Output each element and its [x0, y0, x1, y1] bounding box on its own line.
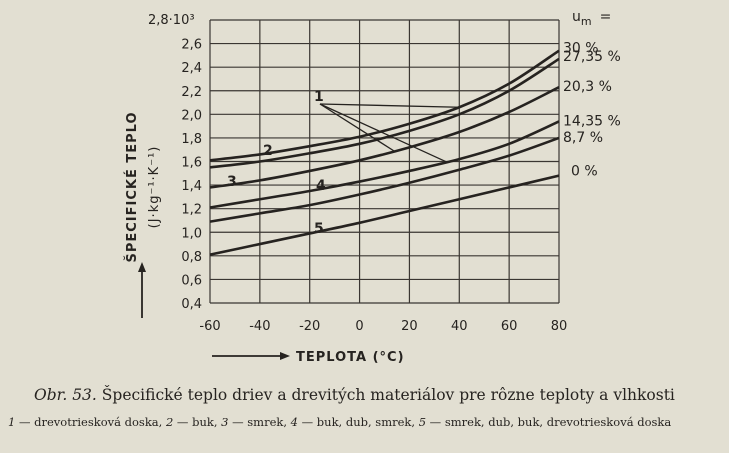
- legend-num-4: 4: [290, 415, 298, 429]
- series-layer: [209, 49, 560, 256]
- legend-title-main: u: [572, 9, 581, 25]
- legend-num-5: 5: [418, 415, 427, 429]
- y-label-arrowhead: [138, 262, 146, 272]
- annotation-5: 5: [314, 221, 324, 237]
- grid: [209, 19, 560, 304]
- series-line-5: [209, 174, 560, 256]
- x-tick-label: -60: [199, 319, 220, 334]
- x-tick-label: 80: [551, 319, 568, 334]
- y-tick-label: 1,8: [181, 132, 202, 147]
- legend-title: um =: [572, 9, 611, 28]
- x-tick-label: 0: [355, 319, 363, 334]
- legend-title-sub: m: [581, 15, 592, 28]
- y-tick-label: 0,4: [181, 297, 202, 312]
- y-axis-label: ŠPECIFICKÉ TEPLO (J·kg⁻¹·K⁻¹): [124, 111, 162, 262]
- series-line-3: [209, 120, 560, 209]
- annotation-3: 3: [227, 174, 237, 190]
- y-tick-label: 2,6: [181, 38, 202, 53]
- series-label-5: 0 %: [571, 164, 598, 180]
- series-line-1: [209, 57, 560, 169]
- legend-num-2: 2: [165, 415, 174, 429]
- series-label-0: 30 %: [563, 41, 599, 57]
- annotation-leaders: [319, 103, 460, 163]
- y-multiplier: 2,8·10³: [148, 13, 195, 28]
- y-tick-label: 1,0: [181, 226, 202, 241]
- x-tick-label: 40: [451, 319, 468, 334]
- series-label-4: 8,7 %: [563, 130, 603, 146]
- annotation-leader-1: [319, 103, 395, 152]
- figure-caption: Obr. 53. Špecifické teplo driev a drevit…: [34, 386, 724, 404]
- caption-text: Špecifické teplo driev a drevitých mater…: [101, 386, 675, 404]
- x-ticks: -60 -40 -20 0 20 40 60 80: [199, 319, 567, 334]
- series-labels: 30 %27,35 % 20,3 % 14,35 %8,7 % 0 %: [563, 41, 621, 180]
- y-tick-label: 2,4: [181, 61, 202, 76]
- y-axis-label-unit: (J·kg⁻¹·K⁻¹): [147, 146, 162, 229]
- annotation-4: 4: [316, 178, 326, 194]
- legend-text-3: — smrek,: [228, 415, 291, 429]
- y-ticks: 2,6 2,4 2,2 2,0 1,8 1,6 1,4 1,2 1,0 0,8 0,6 0,4: [181, 38, 202, 312]
- x-tick-label: 60: [501, 319, 518, 334]
- series-label-3: 14,35 %: [563, 113, 621, 129]
- x-tick-label: 20: [401, 319, 418, 334]
- legend-text-1: — drevotriesková doska,: [15, 415, 166, 429]
- x-label-arrowhead: [280, 352, 290, 360]
- x-axis-label: TEPLOTA (°C): [296, 350, 405, 365]
- y-tick-label: 2,2: [181, 85, 202, 100]
- legend-text-2: — buk,: [173, 415, 222, 429]
- legend-text-4: — buk, dub, smrek,: [298, 415, 419, 429]
- series-line-4: [209, 136, 560, 223]
- y-axis-label-main: ŠPECIFICKÉ TEPLO: [124, 111, 140, 262]
- x-tick-label: -40: [249, 319, 270, 334]
- legend-num-1: 1: [8, 415, 16, 429]
- y-tick-label: 0,6: [181, 273, 202, 288]
- y-tick-label: 0,8: [181, 250, 202, 265]
- series-line-2: [209, 86, 560, 189]
- y-tick-label: 1,2: [181, 203, 202, 218]
- series-label-1: 27,35 %: [563, 49, 621, 65]
- series-line-0: [209, 49, 560, 162]
- annotation-1: 1: [314, 89, 324, 105]
- caption-label: Obr. 53.: [34, 386, 97, 404]
- legend-text-5: — smrek, dub, buk, drevotriesková doska: [426, 415, 672, 429]
- annotation-2: 2: [263, 143, 273, 159]
- legend-num-3: 3: [221, 415, 229, 429]
- x-tick-label: -20: [299, 319, 320, 334]
- y-tick-label: 1,4: [181, 179, 202, 194]
- legend-title-suffix: =: [600, 9, 612, 25]
- annotation-leader-0: [319, 103, 460, 108]
- legend-description: 1 — drevotriesková doska, 2 — buk, 3 — s…: [8, 415, 726, 429]
- y-tick-label: 1,6: [181, 156, 202, 171]
- annotation-leader-2: [319, 103, 448, 163]
- y-tick-label: 2,0: [181, 108, 202, 123]
- series-label-2: 20,3 %: [563, 79, 612, 95]
